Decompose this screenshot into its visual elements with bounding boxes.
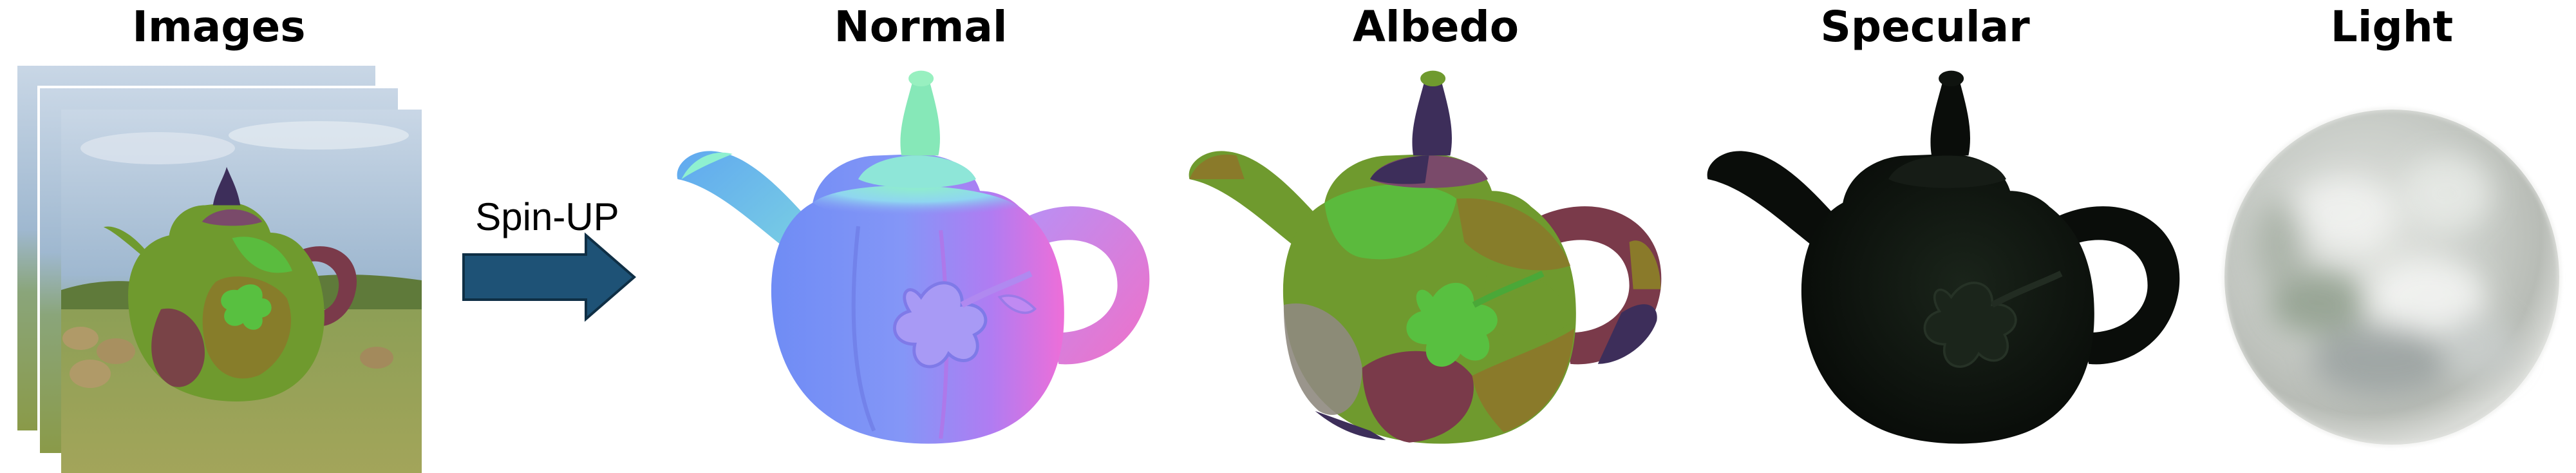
- spin-up-arrow: [462, 232, 637, 322]
- specular-teapot: [1707, 70, 2180, 444]
- albedo-heading: Albedo: [1352, 2, 1519, 52]
- spin-up-label: Spin-UP: [475, 195, 619, 238]
- albedo-teapot: [1189, 70, 1662, 444]
- image-frame-front: [61, 110, 422, 473]
- normal-map-teapot: [677, 70, 1150, 444]
- input-images-stack: [15, 63, 422, 473]
- normal-heading: Normal: [834, 2, 1008, 52]
- images-heading: Images: [132, 2, 306, 52]
- light-environment-sphere: [2223, 108, 2561, 447]
- specular-heading: Specular: [1820, 2, 2030, 52]
- light-heading: Light: [2330, 2, 2454, 52]
